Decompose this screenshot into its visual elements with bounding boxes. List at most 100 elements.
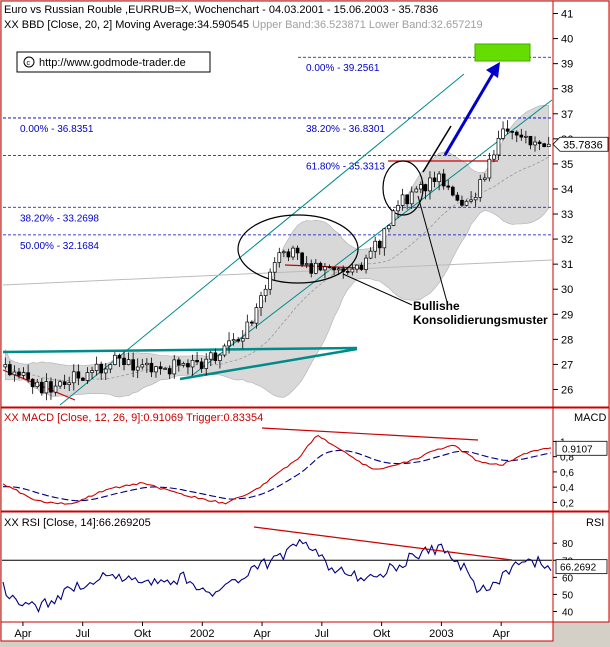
candle-body-1 [8, 364, 12, 376]
fib-level-label-5: 50.00% - 32.1684 [20, 241, 99, 252]
candle-body-66 [304, 263, 309, 265]
price-tick-label-2: 28 [561, 334, 573, 346]
candle-body-37 [172, 359, 177, 375]
candle-body-9 [44, 381, 49, 394]
candle-body-6 [30, 378, 35, 388]
candle-body-39 [181, 363, 186, 366]
consolidation-ellipse-2 [382, 160, 424, 216]
candle-body-20 [94, 363, 99, 371]
candle-body-103 [473, 197, 478, 201]
annotation-line2: Konsolidierungsmuster [413, 313, 548, 327]
candle-body-54 [250, 321, 254, 324]
candle-body-22 [103, 368, 108, 374]
candle-body-59 [272, 262, 277, 273]
candle-body-73 [336, 268, 341, 271]
candle-body-23 [108, 364, 113, 370]
date-tick-label-1: Jul [76, 628, 90, 640]
candle-body-47 [218, 354, 222, 361]
rsi-last-label: 66.2692 [560, 563, 597, 574]
candle-body-53 [245, 321, 250, 339]
price-tick-label-1: 27 [561, 359, 573, 371]
candle-body-81 [373, 240, 378, 252]
candle-body-99 [455, 194, 460, 201]
candle-body-64 [295, 247, 300, 254]
date-tick-label-0: Apr [14, 628, 31, 640]
candle-body-100 [460, 199, 464, 206]
candle-body-58 [268, 271, 272, 290]
candle-body-110 [505, 128, 510, 132]
macd-tick-label-2: 0,6 [560, 468, 574, 479]
candle-body-43 [199, 361, 204, 369]
copyright-icon-c: c [27, 60, 31, 67]
candle-body-32 [149, 362, 154, 373]
candle-body-44 [204, 358, 209, 369]
price-tick-label-11: 37 [561, 109, 573, 121]
candle-body-4 [21, 372, 26, 376]
date-tick-label-5: Jul [315, 628, 329, 640]
candle-body-48 [222, 345, 227, 356]
rsi-tick-label-0: 40 [562, 607, 574, 618]
price-axis-bg [552, 0, 610, 408]
annotation-leader-line-2 [342, 273, 413, 306]
rsi-title: XX RSI [Close, 14]:66.269205 [4, 517, 151, 529]
fib-level-label-1: 0.00% - 36.8351 [20, 124, 94, 135]
macd-divergence-line [261, 427, 479, 441]
candle-body-116 [533, 141, 537, 146]
target-arrow-shaft [443, 69, 497, 156]
price-tick-label-13: 39 [561, 59, 573, 71]
candle-body-113 [519, 134, 524, 138]
macd-panel-bg [0, 407, 554, 512]
rsi-last-marker [555, 559, 608, 575]
candle-body-85 [391, 210, 396, 226]
candle-body-86 [396, 205, 400, 212]
candle-body-61 [282, 251, 286, 254]
channel-upper-line [59, 73, 465, 406]
candle-body-62 [286, 251, 291, 258]
macd-last-marker [555, 440, 608, 456]
moving-average-line [5, 156, 549, 382]
candle-body-111 [510, 130, 515, 133]
candle-body-38 [176, 359, 181, 366]
candle-body-95 [437, 173, 441, 182]
watermark-url: http://www.godmode-trader.de [39, 57, 186, 69]
candle-body-67 [309, 263, 314, 274]
candle-body-21 [99, 363, 104, 374]
candle-body-107 [492, 154, 496, 160]
candle-body-41 [190, 359, 195, 368]
candle-body-10 [49, 381, 53, 393]
consolidation-support-line [284, 264, 361, 269]
target-arrow-head [486, 62, 500, 78]
candle-body-80 [368, 250, 373, 259]
candle-body-50 [231, 339, 236, 342]
candle-body-84 [387, 225, 391, 230]
price-tick-label-9: 35 [561, 159, 573, 171]
candle-body-83 [382, 228, 387, 249]
bbd-legend-main: XX BBD [Close, 20, 2] Moving Average:34.… [4, 19, 249, 31]
candle-body-76 [350, 268, 355, 273]
consolidation-ellipse-1 [237, 214, 359, 284]
candle-body-11 [53, 385, 58, 393]
candle-body-70 [323, 266, 327, 271]
candle-body-77 [355, 264, 359, 270]
price-tick-label-0: 26 [561, 384, 573, 396]
long-average-line [2, 259, 553, 286]
date-axis-bg [0, 621, 554, 642]
candle-body-28 [131, 359, 135, 371]
watermark-box [16, 51, 211, 73]
candle-body-52 [240, 338, 245, 342]
target-box [474, 43, 531, 62]
candle-body-114 [524, 135, 528, 138]
candle-body-12 [58, 381, 62, 387]
candle-body-118 [542, 143, 546, 148]
price-tick-label-14: 40 [561, 34, 573, 46]
candle-body-40 [186, 363, 190, 368]
candle-body-34 [158, 366, 163, 370]
price-tick-label-15: 41 [561, 9, 573, 21]
macd-tick-label-0: 0,2 [560, 498, 574, 509]
candle-body-2 [12, 371, 17, 376]
bbd-legend-upper: Upper Band:36.523871 [252, 19, 366, 31]
candle-body-36 [167, 368, 172, 375]
candle-body-71 [327, 266, 332, 269]
channel-lower-line [189, 99, 553, 378]
